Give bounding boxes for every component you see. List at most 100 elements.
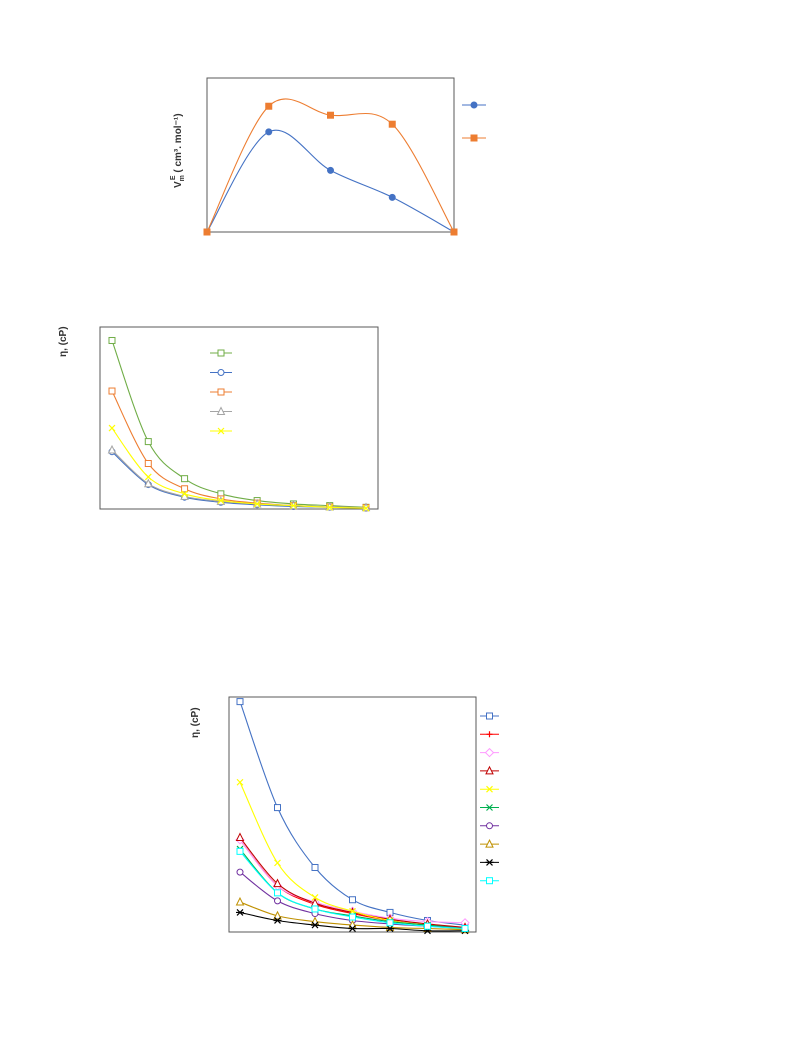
chart-3-plot-area (228, 696, 477, 933)
chart-3-legend-entry-4 (480, 765, 499, 775)
chart-3-legend-entry-5 (480, 785, 499, 793)
chart-3-series-10-point-7 (461, 925, 469, 933)
chart-3-series-9-point-3 (311, 921, 319, 929)
chart-1-series-1 (203, 128, 458, 236)
chart-3-legend-marker-7 (486, 822, 493, 830)
chart-3-series-1-point-1 (236, 698, 244, 706)
chart-2-legend-entry-3 (210, 388, 232, 396)
chart-3-series-10-point-5 (386, 919, 394, 927)
chart-2-series-5-point-1 (108, 424, 116, 432)
chart-1-series-2 (203, 98, 458, 236)
chart-3-series-1-point-4 (349, 896, 356, 904)
chart-3-series-10-point-1 (236, 847, 244, 855)
chart-3-series-1 (236, 698, 469, 929)
chart-2-series-5 (108, 424, 370, 512)
chart-3-series-9-point-1 (236, 908, 244, 916)
chart-3-series-7-point-1 (236, 868, 244, 876)
chart-2-legend-entry-2 (210, 369, 232, 376)
chart-2-series-5-point-2 (144, 473, 152, 481)
chart-3-series-9-point-5 (386, 925, 394, 932)
chart-3-series-10 (236, 847, 469, 933)
chart-3-y-axis-label: η, (cP) (190, 707, 201, 738)
chart-2: η, (cP) (58, 326, 379, 512)
chart-2-legend-marker-3 (217, 388, 225, 396)
chart-2-series-5-point-5 (253, 500, 261, 508)
chart-2-series-5-point-3 (181, 490, 188, 498)
chart-3-series-4-point-1 (235, 832, 245, 842)
chart-2-series-3-point-2 (144, 460, 152, 467)
chart-3-series-4-point-2 (273, 878, 282, 888)
chart-3-legend-entry-1 (480, 712, 499, 720)
chart-3-series-8-point-1 (235, 896, 245, 906)
chart-3-legend-marker-4 (485, 765, 494, 775)
chart-3-series-9-point-4 (348, 925, 357, 932)
chart-2-plot-area (99, 326, 379, 510)
chart-3-legend-entry-3 (480, 747, 499, 758)
chart-2-series-4-point-2 (143, 478, 153, 488)
chart-3-series-8-point-2 (273, 910, 282, 920)
chart-3-legend-marker-2 (486, 731, 493, 738)
chart-2-legend-entry-4 (210, 406, 232, 415)
chart-2-legend-marker-5 (217, 427, 225, 435)
chart-3-legend-marker-1 (486, 712, 493, 720)
chart-3-legend-entry-8 (480, 838, 499, 848)
chart-3-series-10-point-3 (311, 905, 319, 913)
chart-3-legend-marker-10 (486, 877, 493, 885)
chart-2-legend-marker-4 (216, 406, 226, 415)
chart-3-series-1-point-3 (311, 863, 319, 871)
chart-1-series-1-point-4 (388, 193, 396, 201)
chart-2-series-3-point-1 (108, 387, 116, 395)
chart-2-series-3 (108, 387, 370, 512)
chart-2-series-5-point-8 (362, 504, 370, 512)
chart-3-series-5-point-1 (236, 778, 244, 786)
chart-3-series-10-point-2 (274, 889, 281, 897)
chart-2-series-5-point-6 (290, 502, 297, 510)
chart-3-series-9 (236, 908, 469, 935)
chart-3: η, (cP) (190, 696, 499, 935)
chart-1-legend-entry-2 (462, 134, 486, 142)
chart-2-y-axis-label: η, (cP) (58, 326, 69, 357)
chart-1: VmE ( cm³. mol⁻¹) (170, 77, 486, 236)
chart-3-legend-entry-10 (480, 877, 499, 885)
chart-3-series-10-point-4 (349, 913, 356, 921)
chart-3-legend-entry-2 (480, 731, 499, 738)
chart-2-series-1-point-1 (108, 336, 116, 344)
chart-2-series-5-point-4 (217, 497, 225, 504)
chart-1-series-2-point-5 (450, 228, 458, 236)
chart-2-series-1-point-2 (144, 438, 152, 446)
chart-3-legend-marker-8 (485, 838, 494, 848)
chart-3-series-5-point-2 (274, 859, 281, 867)
chart-3-legend-marker-5 (486, 785, 493, 793)
chart-2-series-3-line (111, 390, 367, 509)
chart-3-series-9-point-2 (273, 917, 282, 924)
chart-1-series-1-point-3 (327, 166, 334, 174)
chart-3-series-1-line (239, 701, 466, 926)
chart-2-series-5-point-7 (326, 503, 334, 511)
chart-3-series-10-point-6 (424, 922, 431, 930)
chart-3-series-1-point-2 (274, 804, 281, 812)
chart-1-series-2-point-3 (327, 111, 334, 119)
chart-1-plot-area (206, 77, 455, 233)
chart-1-series-1-point-2 (265, 128, 273, 136)
chart-2-legend-entry-5 (210, 427, 232, 435)
chart-3-legend-entry-7 (480, 822, 499, 830)
chart-1-legend-marker-2 (470, 134, 478, 142)
chart-1-series-1-line (206, 129, 455, 233)
chart-1-series-2-point-1 (203, 228, 211, 236)
chart-3-series-5-point-3 (311, 894, 319, 901)
chart-3-legend-entry-6 (480, 804, 499, 811)
chart-1-legend-entry-1 (462, 101, 486, 109)
chart-1-series-2-point-2 (265, 102, 273, 110)
chart-1-legend-marker-1 (470, 101, 478, 109)
chart-2-series-1-point-3 (181, 475, 189, 483)
chart-1-y-axis-label: VmE ( cm³. mol⁻¹) (170, 113, 186, 188)
chart-2-series-4-point-1 (107, 444, 117, 454)
chart-1-series-2-line (206, 98, 455, 233)
chart-3-legend-entry-9 (480, 858, 499, 866)
chart-2-legend-entry-1 (210, 349, 232, 357)
chart-2-series-3-point-3 (181, 485, 189, 493)
chart-3-legend-marker-6 (486, 804, 493, 811)
chart-3-legend-marker-9 (485, 858, 494, 866)
chart-2-legend-marker-2 (217, 369, 225, 376)
